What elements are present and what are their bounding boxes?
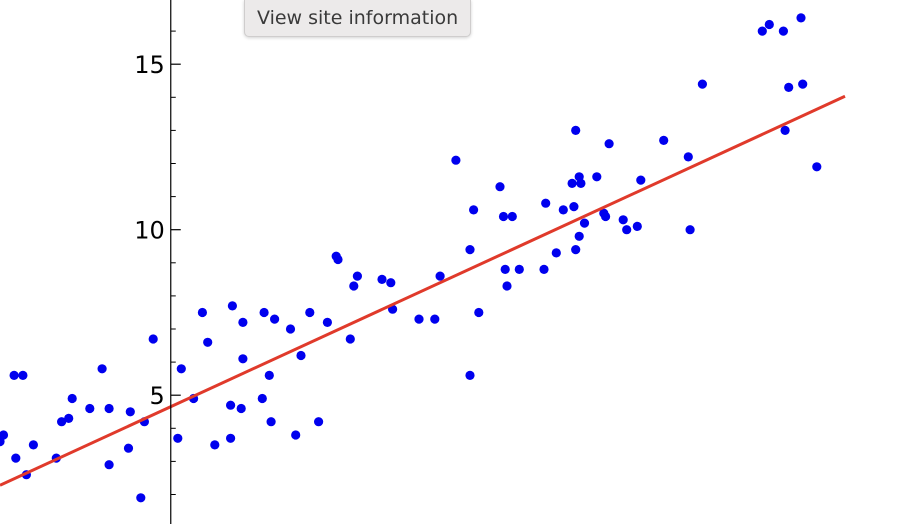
data-point — [64, 413, 74, 423]
y-tick-label: 10 — [134, 217, 165, 245]
data-point — [28, 440, 38, 450]
data-point — [210, 440, 220, 450]
data-point — [601, 211, 611, 222]
data-points — [0, 13, 822, 503]
data-point — [414, 314, 424, 324]
data-point — [285, 324, 296, 334]
data-point — [574, 231, 584, 241]
data-point — [125, 407, 135, 417]
data-point — [798, 79, 808, 89]
data-point — [85, 403, 95, 414]
data-point — [551, 248, 561, 258]
data-point — [576, 178, 586, 188]
data-point — [502, 281, 512, 291]
data-point — [238, 317, 248, 327]
data-point — [622, 225, 632, 235]
data-point — [435, 271, 445, 281]
data-point — [784, 82, 794, 92]
data-point — [238, 354, 248, 364]
data-point — [558, 205, 568, 215]
data-point — [226, 400, 236, 410]
data-point — [203, 337, 213, 347]
y-tick-label: 15 — [134, 51, 165, 79]
data-point — [67, 393, 77, 404]
data-point — [104, 460, 114, 470]
data-point — [305, 307, 315, 318]
data-point — [226, 433, 236, 443]
regression-line — [0, 94, 846, 487]
data-point — [57, 417, 67, 427]
data-point — [266, 417, 276, 427]
data-point — [148, 334, 158, 344]
data-point — [259, 307, 269, 318]
data-point — [498, 211, 509, 222]
data-point — [465, 370, 475, 380]
data-point — [632, 221, 642, 231]
data-point — [469, 205, 479, 215]
data-point — [636, 175, 646, 185]
data-point — [500, 264, 510, 274]
data-point — [322, 317, 332, 327]
data-point — [604, 139, 614, 149]
data-point — [474, 307, 484, 318]
data-point — [507, 211, 517, 222]
data-point — [349, 281, 359, 291]
data-point — [11, 453, 21, 463]
data-point — [579, 218, 590, 228]
data-point — [291, 430, 301, 440]
data-point — [778, 26, 789, 36]
data-point — [333, 254, 343, 265]
data-point — [539, 264, 549, 274]
data-point — [136, 493, 146, 503]
data-point — [764, 19, 774, 30]
data-point — [812, 162, 822, 172]
data-point — [451, 155, 461, 165]
data-point — [567, 178, 577, 188]
data-point — [697, 79, 708, 89]
data-point — [104, 403, 114, 414]
y-axis: 10 15 5 — [134, 0, 181, 524]
data-point — [430, 314, 440, 324]
data-point — [683, 152, 693, 162]
data-point — [296, 350, 306, 361]
data-point — [9, 370, 19, 380]
data-point — [659, 135, 669, 145]
data-point — [571, 245, 581, 255]
data-point — [176, 364, 186, 374]
data-point — [796, 13, 806, 23]
regression-line-layer — [0, 94, 846, 487]
view-site-information-tooltip: View site information — [244, 0, 472, 37]
data-point — [377, 274, 387, 284]
data-point — [257, 393, 267, 404]
data-point — [685, 225, 695, 235]
data-point — [173, 433, 183, 443]
data-point — [495, 182, 505, 192]
data-point — [123, 443, 134, 453]
data-point — [264, 370, 274, 380]
data-point — [541, 198, 551, 208]
data-point — [514, 264, 524, 274]
data-point — [618, 215, 628, 225]
data-point — [236, 403, 246, 414]
data-point — [0, 430, 9, 440]
data-point — [571, 125, 581, 135]
data-point — [227, 301, 237, 311]
data-point — [345, 334, 355, 344]
data-point — [592, 172, 602, 182]
data-point — [270, 314, 280, 324]
data-point — [18, 370, 28, 380]
data-point — [465, 245, 475, 255]
data-point — [352, 271, 362, 281]
data-point — [569, 202, 579, 212]
data-point — [97, 364, 107, 374]
data-point — [780, 125, 790, 135]
data-point — [386, 278, 396, 288]
y-tick-label: 5 — [149, 382, 164, 410]
data-point — [757, 26, 767, 36]
data-point — [314, 417, 324, 427]
data-point — [197, 307, 207, 318]
